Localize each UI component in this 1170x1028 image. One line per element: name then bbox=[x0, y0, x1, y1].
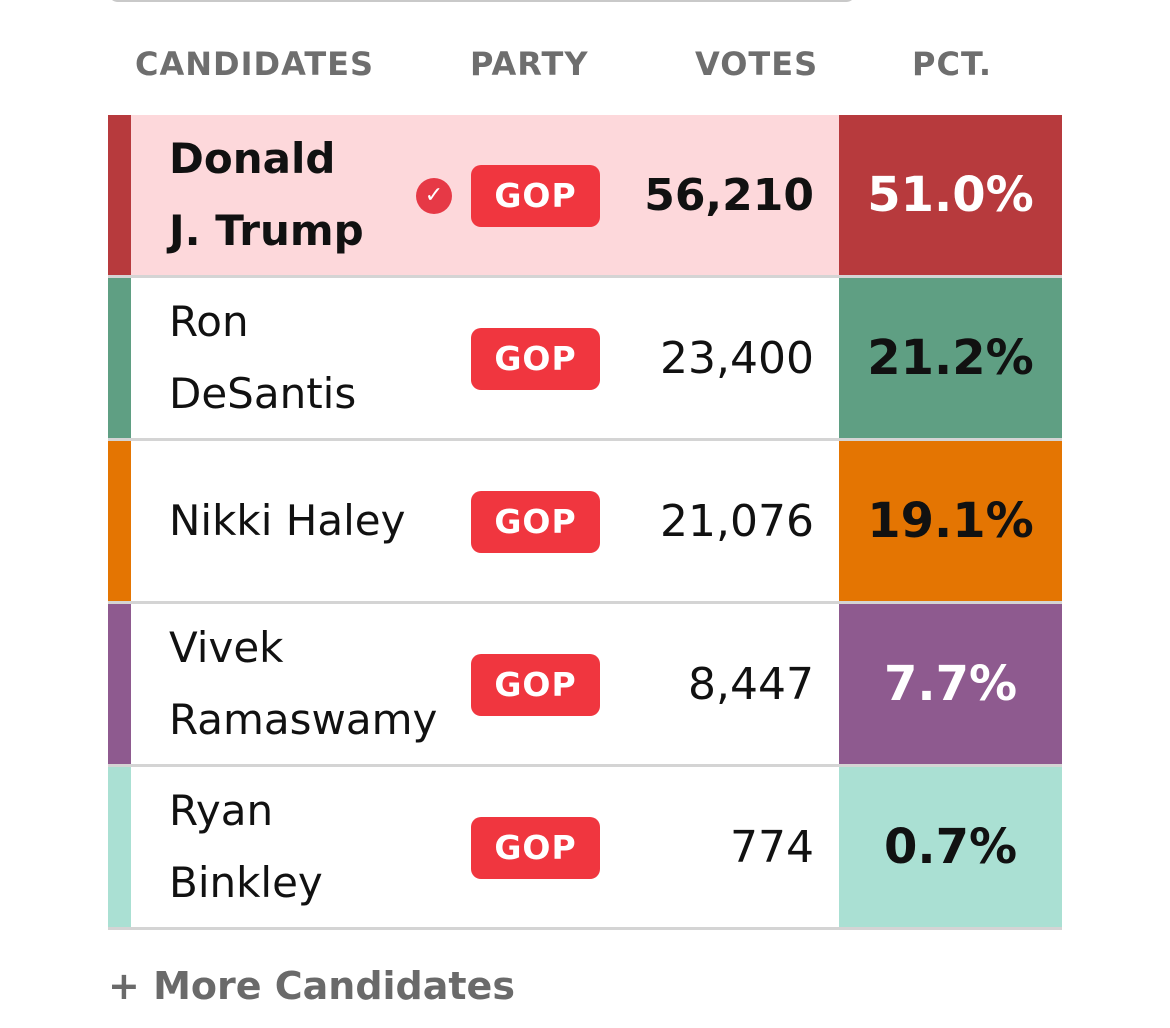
party-badge: GOP bbox=[471, 654, 600, 716]
candidate-color-strip bbox=[108, 278, 131, 438]
candidate-name: Vivek Ramaswamy bbox=[169, 604, 459, 764]
party-badge: GOP bbox=[471, 165, 600, 227]
candidate-color-strip bbox=[108, 441, 131, 601]
candidate-color-strip bbox=[108, 767, 131, 927]
party-badge: GOP bbox=[471, 491, 600, 553]
header-votes: VOTES bbox=[695, 45, 819, 83]
candidate-name-line2: Ramaswamy bbox=[169, 695, 438, 744]
candidate-name-line1: Ron bbox=[169, 297, 249, 346]
candidate-row-desantis: Ron DeSantis GOP 23,400 21.2% bbox=[108, 278, 1062, 441]
vote-percentage: 51.0% bbox=[839, 115, 1062, 275]
header-candidates: CANDIDATES bbox=[135, 45, 375, 83]
candidate-name: Donald J. Trump bbox=[169, 115, 459, 275]
header-pct: PCT. bbox=[912, 45, 993, 83]
candidate-row-haley: Nikki Haley GOP 21,076 19.1% bbox=[108, 441, 1062, 604]
candidate-name-line1: Nikki Haley bbox=[169, 496, 406, 545]
candidate-name-line2: DeSantis bbox=[169, 369, 357, 418]
vote-count: 23,400 bbox=[660, 332, 814, 384]
more-candidates-link[interactable]: + More Candidates bbox=[108, 964, 515, 1008]
header-party: PARTY bbox=[470, 45, 589, 83]
party-badge: GOP bbox=[471, 817, 600, 879]
candidate-row-binkley: Ryan Binkley GOP 774 0.7% bbox=[108, 767, 1062, 930]
candidate-name: Nikki Haley bbox=[169, 441, 459, 601]
candidate-color-strip bbox=[108, 604, 131, 764]
results-table: Donald J. Trump ✓ GOP 56,210 51.0% Ron D… bbox=[108, 115, 1062, 930]
vote-count: 21,076 bbox=[660, 495, 814, 547]
candidate-color-strip bbox=[108, 115, 131, 275]
candidate-row-trump: Donald J. Trump ✓ GOP 56,210 51.0% bbox=[108, 115, 1062, 278]
results-table-header: CANDIDATES PARTY VOTES PCT. bbox=[0, 0, 1170, 112]
vote-percentage: 7.7% bbox=[839, 604, 1062, 764]
candidate-name-line1: Ryan bbox=[169, 786, 274, 835]
vote-count: 56,210 bbox=[644, 169, 814, 221]
vote-percentage: 19.1% bbox=[839, 441, 1062, 601]
vote-count: 774 bbox=[730, 821, 814, 873]
candidate-name-line1: Donald bbox=[169, 134, 336, 183]
vote-count: 8,447 bbox=[688, 658, 814, 710]
candidate-name: Ron DeSantis bbox=[169, 278, 459, 438]
vote-percentage: 0.7% bbox=[839, 767, 1062, 927]
vote-percentage: 21.2% bbox=[839, 278, 1062, 438]
party-badge: GOP bbox=[471, 328, 600, 390]
candidate-row-ramaswamy: Vivek Ramaswamy GOP 8,447 7.7% bbox=[108, 604, 1062, 767]
winner-check-icon: ✓ bbox=[416, 178, 452, 214]
candidate-name: Ryan Binkley bbox=[169, 767, 459, 927]
candidate-name-line2: J. Trump bbox=[169, 206, 364, 255]
candidate-name-line1: Vivek bbox=[169, 623, 284, 672]
candidate-name-line2: Binkley bbox=[169, 858, 323, 907]
